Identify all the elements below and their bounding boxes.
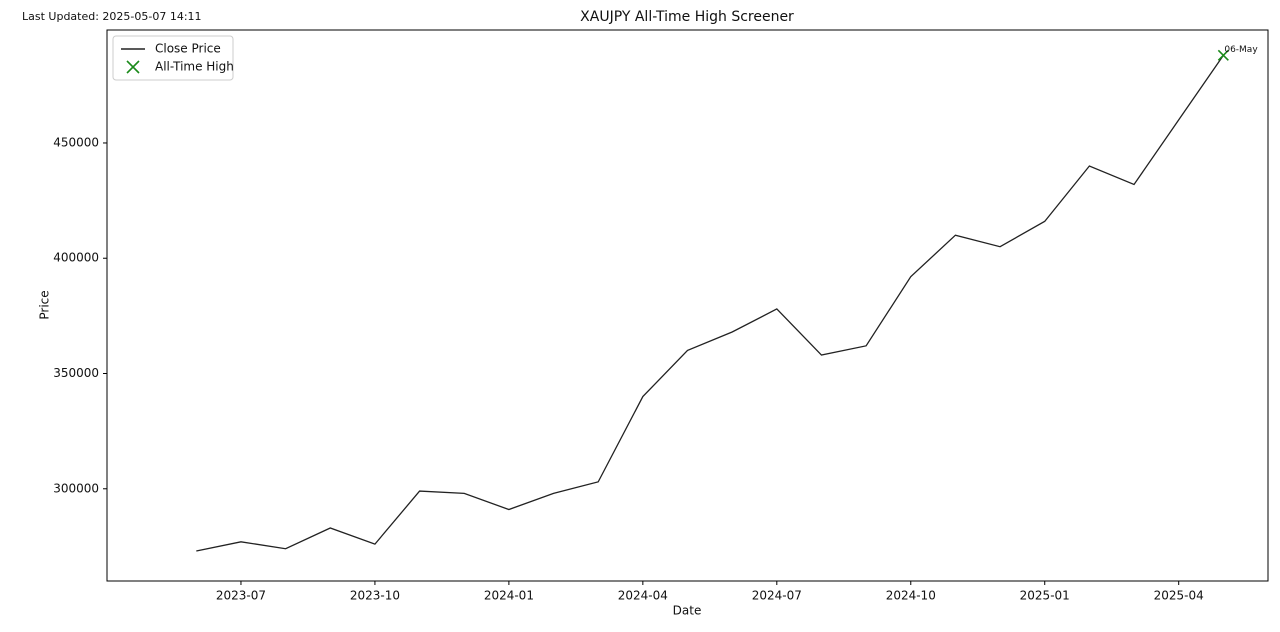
legend-box — [112, 35, 234, 81]
x-tick-label: 2024-04 — [618, 589, 668, 603]
y-tick-label: 350000 — [53, 366, 99, 380]
x-tick-label: 2025-04 — [1154, 589, 1204, 603]
x-axis-label: Date — [673, 604, 702, 618]
y-axis-label: Price — [38, 290, 52, 319]
x-tick-label: 2025-01 — [1020, 589, 1070, 603]
ath-marker — [1217, 49, 1229, 61]
plot-frame — [106, 29, 1269, 582]
legend-label: Close Price — [155, 42, 221, 56]
last-updated: Last Updated: 2025-05-07 14:11 — [22, 10, 202, 23]
chart-title: XAUJPY All-Time High Screener — [580, 9, 794, 25]
x-tick-label: 2024-07 — [752, 589, 802, 603]
legend-swatch — [126, 60, 140, 74]
legend-label: All-Time High — [155, 60, 234, 74]
x-tick-label: 2024-01 — [484, 589, 534, 603]
price-line — [196, 54, 1224, 552]
y-tick-label: 400000 — [53, 251, 99, 265]
x-tick-label: 2023-07 — [216, 589, 266, 603]
y-tick-label: 450000 — [53, 135, 99, 149]
ath-annotation: 06-May — [1224, 45, 1258, 55]
x-tick-label: 2023-10 — [350, 589, 400, 603]
x-tick-label: 2024-10 — [886, 589, 936, 603]
y-tick-label: 300000 — [53, 481, 99, 495]
